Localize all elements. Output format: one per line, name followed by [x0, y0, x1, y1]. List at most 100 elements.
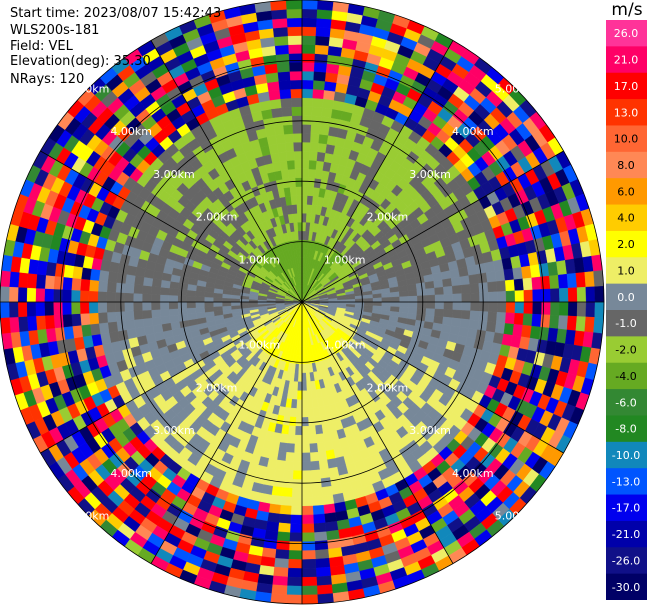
range-gate — [62, 313, 73, 328]
range-gate — [325, 529, 340, 541]
range-gate — [321, 485, 333, 497]
range-gate — [273, 557, 289, 569]
range-gate — [558, 301, 569, 317]
range-gate — [283, 186, 292, 197]
range-ring-label: 1.00km — [324, 339, 366, 352]
colorbar-tick-label: 6.0 — [617, 185, 635, 198]
range-gate — [141, 293, 152, 303]
range-gate — [290, 195, 298, 206]
colorbar-tick-label: -1.0 — [615, 317, 636, 330]
range-gate — [290, 88, 303, 99]
range-gate — [469, 310, 480, 321]
range-gate — [488, 301, 498, 313]
range-gate — [301, 17, 318, 28]
range-gate — [294, 159, 303, 170]
range-gate — [301, 354, 306, 365]
range-gate — [566, 315, 578, 332]
range-gate — [576, 301, 587, 318]
range-gate — [309, 451, 319, 462]
range-gate — [434, 301, 445, 310]
range-gate — [301, 230, 306, 241]
range-gate — [313, 415, 322, 426]
range-gate — [301, 8, 318, 19]
range-gate — [541, 301, 551, 316]
range-gate — [531, 313, 542, 328]
range-gate — [301, 532, 315, 543]
range-gate — [268, 503, 281, 515]
range-gate — [557, 315, 569, 331]
range-gate — [301, 461, 312, 472]
range-ring-label: 1.00km — [239, 339, 281, 352]
range-gate — [293, 150, 303, 161]
range-gate — [363, 294, 374, 299]
range-gate — [159, 294, 170, 303]
range-gate — [416, 307, 427, 316]
range-gate — [307, 177, 316, 188]
range-gate — [291, 106, 303, 116]
range-gate — [310, 469, 321, 480]
range-gate — [288, 177, 297, 188]
range-gate — [53, 301, 63, 316]
range-gate — [576, 286, 587, 303]
range-ring-label: 3.00km — [153, 168, 195, 181]
range-gate — [301, 399, 308, 409]
range-gate — [434, 286, 445, 296]
range-gate — [285, 0, 303, 10]
range-gate — [324, 521, 339, 532]
range-gate — [287, 35, 303, 46]
range-gate — [407, 289, 418, 297]
range-gate — [281, 106, 293, 117]
range-gate — [286, 576, 303, 587]
range-gate — [449, 268, 461, 279]
range-gate — [272, 17, 288, 29]
range-gate — [529, 264, 541, 279]
range-gate — [326, 458, 338, 469]
range-gate — [107, 271, 119, 283]
range-gate — [301, 106, 313, 116]
range-ring-label: 2.00km — [196, 211, 238, 224]
range-gate — [301, 470, 312, 480]
range-gate — [272, 477, 284, 488]
range-gate — [301, 132, 312, 143]
range-gate — [274, 549, 290, 560]
range-gate — [322, 98, 335, 110]
range-gate — [316, 584, 333, 595]
range-gate — [408, 295, 418, 303]
range-gate — [523, 301, 534, 315]
colorbar-tick-label: 8.0 — [617, 159, 635, 172]
range-gate — [301, 576, 318, 587]
range-gate — [160, 315, 171, 325]
range-gate — [450, 317, 462, 328]
range-gate — [178, 313, 189, 322]
range-gate — [320, 116, 332, 127]
range-gate — [44, 301, 54, 316]
range-gate — [313, 531, 328, 542]
colorbar-tick-label: 2.0 — [617, 238, 635, 251]
range-gate — [312, 79, 326, 91]
range-gate — [363, 298, 374, 303]
range-gate — [285, 451, 295, 462]
range-gate — [307, 416, 316, 427]
range-gate — [494, 269, 506, 282]
range-gate — [230, 298, 241, 303]
range-gate — [280, 169, 290, 180]
range-gate — [17, 301, 28, 318]
range-gate — [305, 381, 312, 391]
range-gate — [265, 521, 280, 532]
range-gate — [239, 301, 250, 306]
range-gate — [442, 278, 453, 288]
range-gate — [461, 301, 472, 312]
range-gate — [270, 593, 287, 604]
range-ring-label: 2.00km — [196, 381, 238, 394]
range-gate — [301, 496, 313, 507]
colorbar-tick-label: -2.0 — [615, 344, 636, 357]
range-gate — [308, 425, 317, 436]
range-gate — [286, 159, 296, 170]
range-gate — [308, 434, 318, 445]
range-gate — [284, 460, 294, 471]
range-gate — [292, 461, 303, 472]
range-gate — [287, 168, 296, 179]
range-gate — [79, 278, 91, 292]
range-gate — [213, 305, 223, 312]
range-gate — [287, 558, 303, 569]
